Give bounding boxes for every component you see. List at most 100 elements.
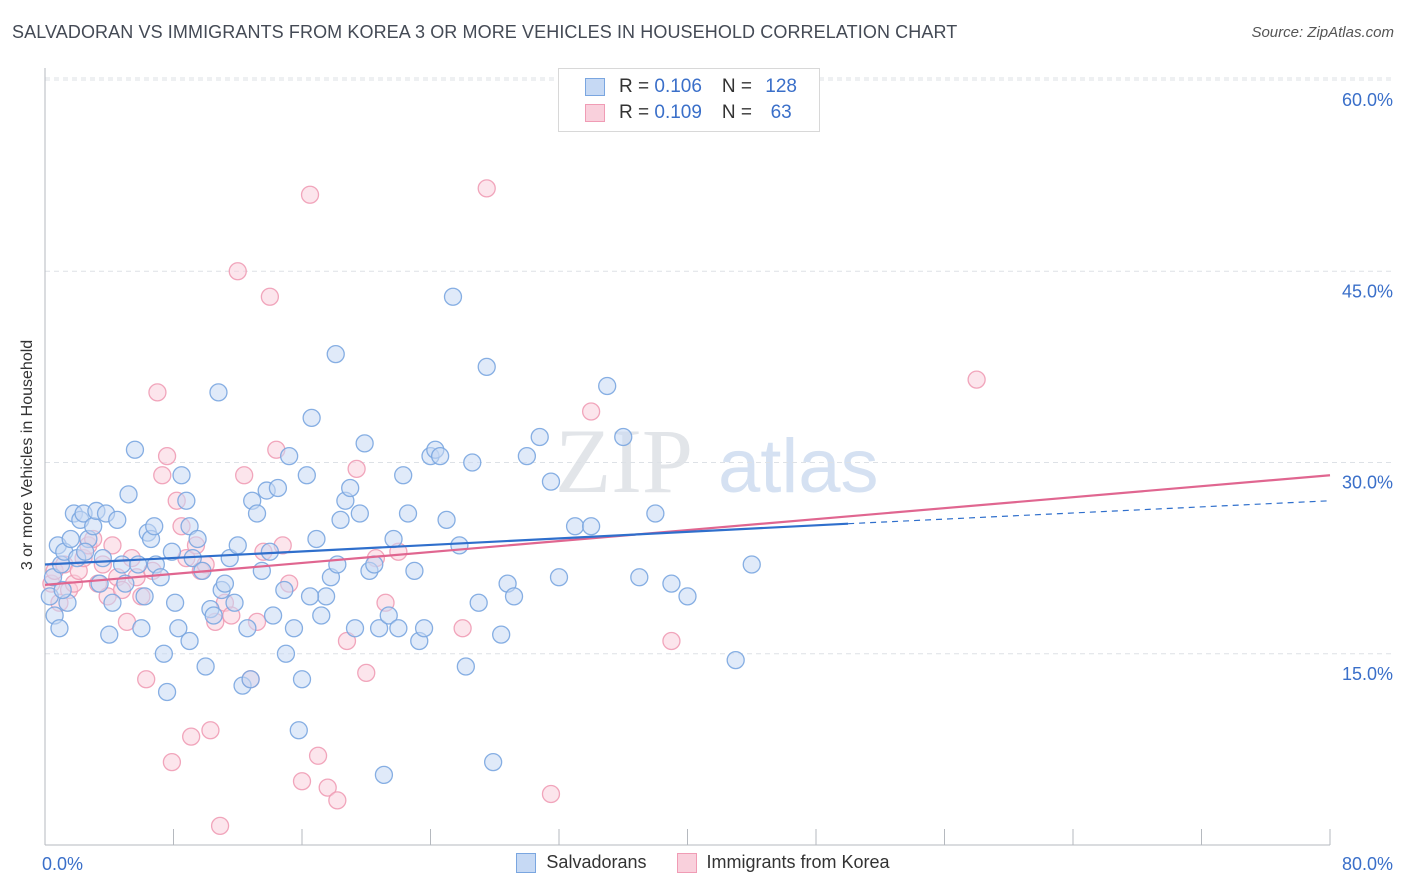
korea-point [308, 746, 328, 765]
salvadoran-point [50, 619, 69, 638]
salvadoran-point [443, 287, 463, 306]
legend-item-korea: Immigrants from Korea [676, 852, 890, 873]
salvadoran-point [103, 593, 122, 612]
korea-trend-line [44, 474, 1331, 586]
watermark-zip: ZIP [555, 410, 693, 512]
korea-point [328, 791, 347, 810]
salvadoran-point [157, 682, 177, 702]
salvadoran-point [463, 453, 482, 472]
salvadoran-point [241, 670, 260, 689]
series-legend: Salvadorans Immigrants from Korea [0, 852, 1406, 873]
korea-point [148, 383, 167, 402]
korea-point [103, 536, 122, 555]
salvadoran-point [53, 580, 72, 600]
legend-label-korea: Immigrants from Korea [706, 852, 890, 872]
korea-point [662, 631, 681, 651]
salvadoran-point [662, 574, 681, 593]
salvadoran-point [119, 485, 138, 504]
salvadoran-point [93, 548, 112, 568]
salvadoran-point [549, 568, 569, 587]
legend-row-korea: R = 0.109 N = 63 [585, 101, 792, 125]
salvadoran-point [355, 434, 374, 453]
korea-point [318, 778, 337, 797]
salvadoran-point [172, 466, 191, 485]
korea-point [477, 179, 496, 198]
salvadoran-point [316, 587, 336, 606]
salvadoran-point [90, 574, 109, 593]
korea-point [260, 287, 280, 306]
salvadoran-point [614, 427, 633, 447]
salvadoran-point [196, 657, 215, 676]
salvadoran-point [483, 752, 503, 772]
legend-r-label: R = [619, 76, 655, 97]
salvadoran-point [414, 619, 434, 638]
salvadoran-point [581, 517, 601, 536]
legend-swatch-blue [585, 78, 605, 96]
legend-swatch-blue [516, 852, 537, 873]
salvadoran-point [132, 619, 151, 638]
y-tick-label: 30.0% [1342, 473, 1393, 493]
salvadoran-point [405, 561, 424, 581]
legend-n-value: 63 [765, 102, 792, 123]
legend-swatch-pink [676, 852, 697, 873]
salvadoran-point [598, 376, 617, 396]
salvadoran-point [238, 619, 257, 638]
salvadoran-point [135, 587, 154, 606]
salvadoran-point [180, 631, 199, 651]
legend-n-label: N = [721, 102, 758, 123]
korea-point [967, 370, 986, 389]
salvadoran-point [297, 466, 316, 485]
x-tick-label-max: 80.0% [1342, 854, 1393, 874]
salvadoran-point [247, 504, 267, 523]
salvadoran-point [275, 580, 294, 600]
salvadoran-point [430, 446, 450, 466]
salvadoran-point [504, 587, 524, 606]
salvadoran-point [565, 517, 585, 536]
chart-title: SALVADORAN VS IMMIGRANTS FROM KOREA 3 OR… [12, 22, 958, 42]
legend-label-salvadorans: Salvadorans [546, 852, 647, 872]
salvadoran-point [394, 466, 413, 485]
korea-point [201, 721, 220, 740]
salvadoran-point [169, 619, 188, 638]
salvadoran-point [279, 446, 299, 466]
salvadoran-point [742, 555, 761, 574]
correlation-legend: R = 0.106 N = 128 R = 0.109 N = 63 [558, 68, 820, 132]
salvadoran-point [125, 440, 145, 459]
salvadoran-trend-line [44, 522, 849, 566]
watermark-atlas: atlas [718, 424, 879, 509]
salvadoran-point [384, 529, 403, 549]
salvadoran-point [646, 504, 665, 523]
korea-point [581, 402, 601, 421]
salvadoran-point [517, 446, 537, 466]
salvadoran-point [112, 555, 132, 574]
salvadoran-point [225, 593, 244, 612]
salvadoran-point [162, 542, 182, 561]
legend-swatch-pink [585, 104, 605, 122]
salvadoran-point [530, 427, 549, 447]
salvadoran-point [469, 593, 488, 612]
legend-r-value: 0.106 [654, 76, 702, 97]
korea-point [357, 663, 376, 683]
salvadoran-point [61, 529, 80, 549]
legend-item-salvadorans: Salvadorans [516, 852, 647, 873]
salvadoran-point [108, 510, 127, 530]
salvadoran-point [350, 504, 369, 523]
salvadoran-point [456, 657, 475, 676]
salvadoran-point [541, 472, 561, 491]
salvadoran-point [188, 529, 207, 549]
salvadoran-point [209, 383, 228, 402]
legend-row-salvadorans: R = 0.106 N = 128 [585, 75, 797, 99]
salvadoran-point [268, 478, 288, 498]
salvadoran-point [398, 504, 418, 523]
salvadoran-point [365, 555, 384, 574]
salvadoran-point [331, 510, 350, 530]
korea-point [210, 816, 230, 836]
salvadoran-point [369, 619, 389, 638]
korea-point [162, 752, 182, 772]
salvadoran-point [345, 619, 365, 638]
salvadoran-point [100, 625, 119, 644]
legend-r-label: R = [619, 102, 655, 123]
salvadoran-point [437, 510, 456, 530]
salvadoran-point [726, 650, 745, 670]
